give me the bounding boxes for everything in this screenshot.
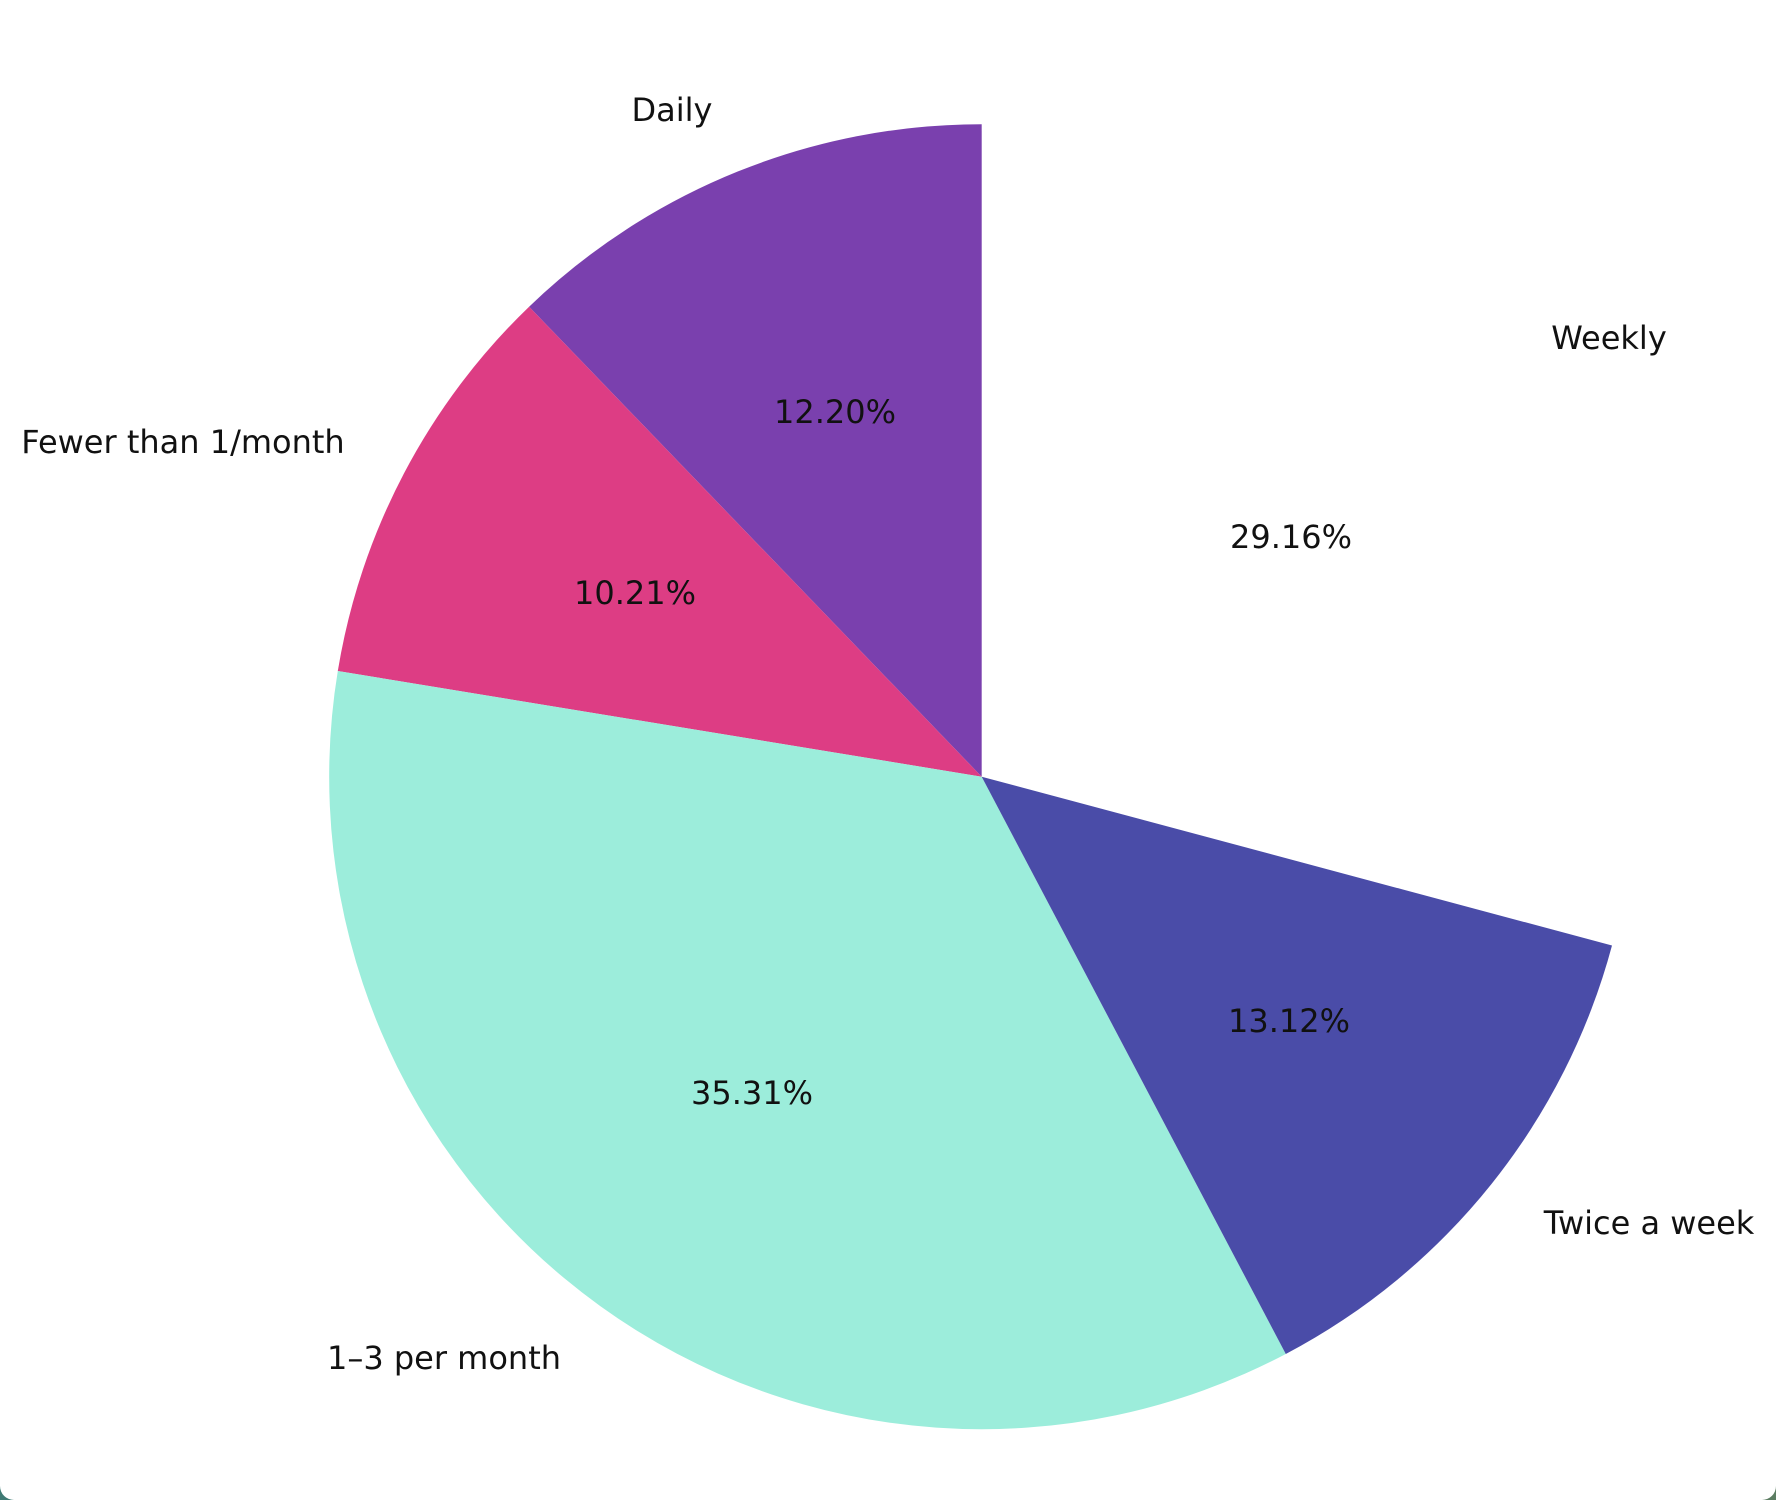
slice-fewer-than-1-month xyxy=(337,306,982,777)
label-daily: Daily xyxy=(632,91,713,129)
pct-twice-a-week: 13.12% xyxy=(1228,1002,1350,1040)
label-twice-a-week: Twice a week xyxy=(1543,1204,1755,1242)
label-1-3-per-month: 1–3 per month xyxy=(327,1339,561,1377)
pct-fewer-than-1-month: 10.21% xyxy=(574,574,696,612)
slice-weekly xyxy=(981,124,1635,946)
pct-daily: 12.20% xyxy=(774,393,896,431)
label-weekly: Weekly xyxy=(1551,319,1667,357)
pct-weekly: 29.16% xyxy=(1230,518,1352,556)
slice-daily xyxy=(529,124,982,777)
pct-1-3-per-month: 35.31% xyxy=(691,1074,813,1112)
label-fewer-than-1-month: Fewer than 1/month xyxy=(21,423,344,461)
slice-1-3-per-month xyxy=(329,671,1286,1430)
slice-twice-a-week xyxy=(981,776,1612,1354)
